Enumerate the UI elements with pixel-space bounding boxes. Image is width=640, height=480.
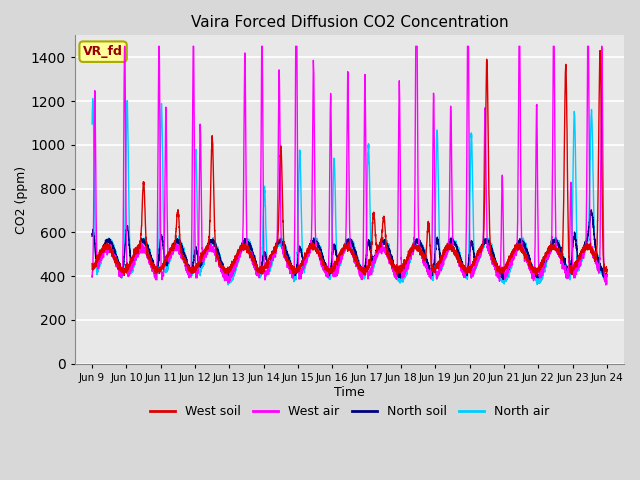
West air (330, 272, 338, 277)
West soil (603, 267, 611, 273)
Title: Vaira Forced Diffusion CO2 Concentration: Vaira Forced Diffusion CO2 Concentration (191, 15, 508, 30)
Line: West air: West air (92, 46, 607, 285)
North air (225, 282, 232, 288)
West air (465, 73, 472, 79)
North soil (588, 207, 595, 213)
West soil (181, 258, 189, 264)
Legend: West soil, West air, North soil, North air: West soil, West air, North soil, North a… (145, 400, 554, 423)
West soil (596, 48, 604, 53)
North air (494, 265, 502, 271)
Line: North air: North air (92, 98, 607, 285)
North air (603, 280, 611, 286)
North air (436, 263, 444, 268)
North air (181, 252, 189, 257)
West air (603, 278, 611, 284)
West air (494, 267, 502, 273)
North soil (603, 271, 611, 276)
West air (603, 272, 611, 278)
North air (603, 278, 611, 284)
West air (436, 267, 444, 273)
North soil (499, 276, 507, 282)
West soil (330, 261, 338, 266)
Text: VR_fd: VR_fd (83, 45, 123, 58)
Line: West soil: West soil (92, 50, 607, 276)
North air (330, 158, 338, 164)
West air (602, 282, 610, 288)
North air (88, 121, 96, 127)
North soil (330, 242, 338, 248)
North soil (180, 252, 188, 257)
West soil (436, 258, 444, 264)
North soil (494, 267, 502, 273)
West soil (465, 267, 472, 273)
North air (465, 253, 472, 259)
West soil (88, 261, 96, 266)
West air (121, 43, 129, 49)
North air (89, 96, 97, 101)
West soil (603, 267, 611, 273)
North soil (88, 233, 96, 239)
North soil (465, 261, 472, 267)
North soil (603, 272, 611, 278)
West air (88, 273, 96, 279)
X-axis label: Time: Time (334, 385, 365, 398)
Line: North soil: North soil (92, 210, 607, 279)
West soil (120, 273, 128, 278)
North soil (436, 255, 444, 261)
West soil (494, 269, 502, 275)
Y-axis label: CO2 (ppm): CO2 (ppm) (15, 166, 28, 234)
West air (181, 260, 189, 266)
